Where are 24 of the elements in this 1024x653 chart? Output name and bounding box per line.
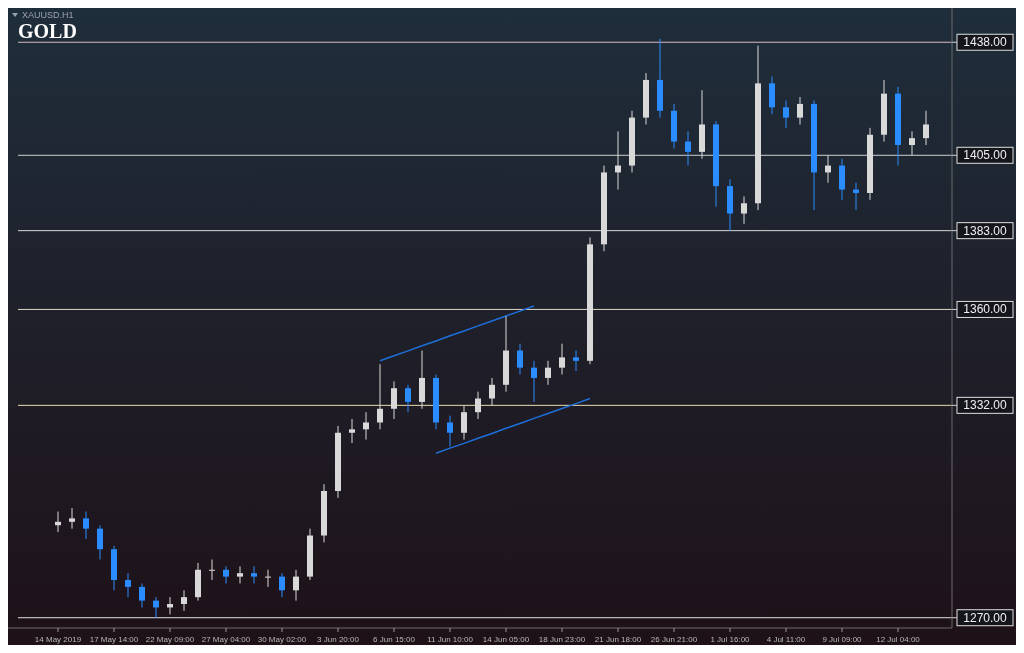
y-tick-label: 1360.00 [963,302,1008,317]
y-tick-label: 1383.00 [963,223,1008,238]
x-tick-label: 30 May 02:00 [257,635,307,644]
x-tick-label: 14 Jun 05:00 [482,635,530,644]
x-tick-label: 6 Jun 15:00 [373,635,416,644]
x-tick-label: 18 Jun 23:00 [538,635,586,644]
x-tick-label: 12 Jul 04:00 [876,635,921,644]
x-tick-label: 9 Jul 09:00 [822,635,863,644]
y-tick-label: 1405.00 [963,148,1008,163]
x-tick-label: 21 Jun 18:00 [594,635,642,644]
y-tick-label: 1332.00 [963,398,1008,413]
chart-subtitle: XAUUSD.H1 [22,10,74,20]
x-tick-label: 26 Jun 21:00 [650,635,698,644]
x-tick-label: 14 May 2019 [34,635,82,644]
x-tick-label: 3 Jun 20:00 [317,635,360,644]
x-tick-label: 22 May 09:00 [145,635,195,644]
x-tick-label: 27 May 04:00 [201,635,251,644]
y-tick-label: 1438.00 [963,35,1008,50]
x-tick-label: 4 Jul 11:00 [766,635,806,644]
x-tick-label: 17 May 14:00 [89,635,139,644]
y-tick-label: 1270.00 [963,610,1008,625]
x-tick-label: 11 Jun 10:00 [427,635,474,644]
text: GOLD [18,20,77,42]
x-tick-label: 1 Jul 16:00 [710,635,751,644]
